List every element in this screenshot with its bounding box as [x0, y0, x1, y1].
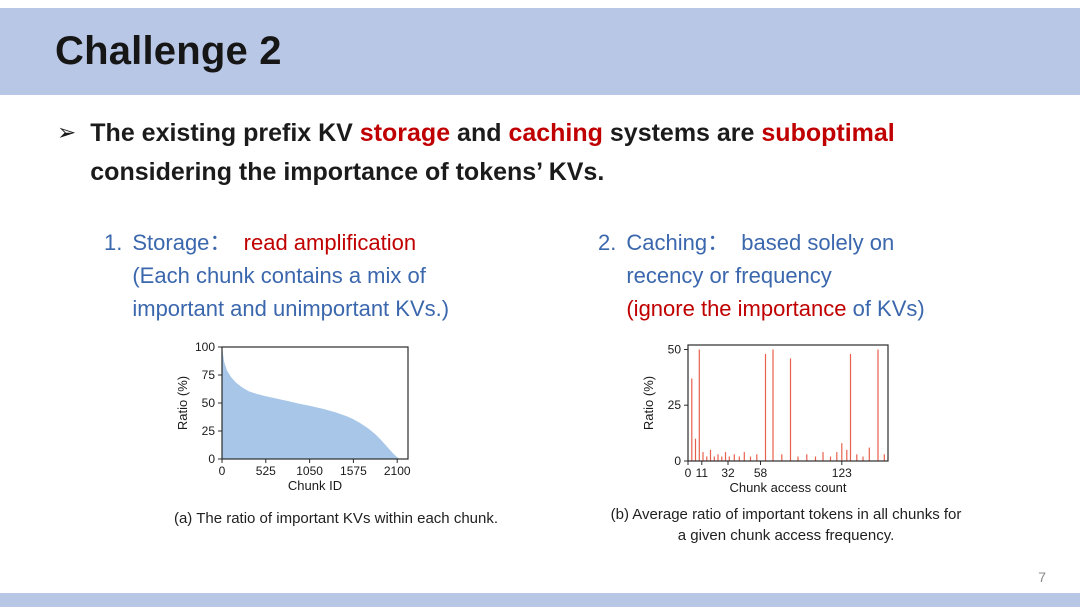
svg-text:0: 0 [208, 452, 215, 466]
list-item-caching: 2. Caching： based solely on recency or f… [598, 226, 988, 325]
svg-text:32: 32 [721, 466, 735, 480]
svg-text:Ratio (%): Ratio (%) [642, 376, 656, 430]
svg-text:50: 50 [202, 396, 216, 410]
svg-text:Ratio (%): Ratio (%) [176, 376, 190, 430]
text-segment: of KVs) [846, 296, 925, 321]
footer-band [0, 593, 1080, 607]
list-item-number: 1. [104, 230, 123, 255]
svg-text:100: 100 [195, 340, 215, 354]
list-item-number: 2. [598, 230, 617, 255]
text-segment: (ignore the importance [626, 296, 847, 321]
list-item-caching-text: Caching： based solely on recency or freq… [626, 226, 924, 325]
bullet-arrow-icon: ➢ [57, 119, 77, 145]
svg-text:0: 0 [219, 464, 226, 478]
svg-text:Chunk ID: Chunk ID [288, 478, 342, 493]
svg-text:525: 525 [256, 464, 276, 478]
svg-text:1575: 1575 [340, 464, 367, 478]
chart-important-token-ratio-vs-access-count: 0 11 32 58 123 0 25 50 Chunk access count Ratio (… [641, 337, 894, 495]
caption-chart-b: (b) Average ratio of important tokens in… [610, 506, 962, 544]
text-segment: systems are [602, 119, 762, 147]
page-number: 7 [1038, 569, 1046, 585]
text-segment: Caching： based solely on recency or freq… [626, 230, 895, 288]
list-item-storage-text: Storage： read amplification (Each chunk … [132, 226, 449, 325]
list-item-storage: 1. Storage： read amplification (Each chu… [104, 226, 494, 325]
svg-text:25: 25 [202, 424, 216, 438]
text-segment: Storage： [132, 230, 244, 255]
bullet-text: The existing prefix KV storage and cachi… [90, 114, 894, 192]
svg-text:123: 123 [832, 466, 852, 480]
svg-text:1050: 1050 [296, 464, 323, 478]
svg-text:25: 25 [668, 398, 682, 412]
caption-chart-a: (a) The ratio of important KVs within ea… [173, 510, 499, 527]
main-bullet: ➢ The existing prefix KV storage and cac… [57, 114, 895, 192]
text-segment: and [450, 119, 509, 147]
title-band: Challenge 2 [0, 8, 1080, 95]
text-segment: (Each chunk contains a mix of important … [132, 263, 450, 321]
svg-text:58: 58 [754, 466, 768, 480]
svg-text:0: 0 [685, 466, 692, 480]
svg-text:0: 0 [674, 454, 681, 468]
svg-text:75: 75 [202, 368, 216, 382]
slide-title: Challenge 2 [55, 29, 282, 73]
chart-important-kv-ratio-per-chunk: 0 525 1050 1575 2100 0 25 50 75 100 Chunk ID Ratio … [175, 339, 414, 493]
svg-text:11: 11 [696, 466, 709, 480]
svg-text:50: 50 [668, 343, 682, 357]
svg-text:Chunk access count: Chunk access count [729, 480, 846, 495]
text-segment: read amplification [243, 230, 417, 255]
svg-text:2100: 2100 [384, 464, 411, 478]
text-segment: considering the importance of tokens’ KV… [90, 157, 605, 186]
text-segment: suboptimal [761, 119, 895, 147]
text-segment: caching [508, 119, 603, 147]
text-segment: storage [359, 119, 451, 147]
text-segment: The existing prefix KV [90, 119, 360, 147]
